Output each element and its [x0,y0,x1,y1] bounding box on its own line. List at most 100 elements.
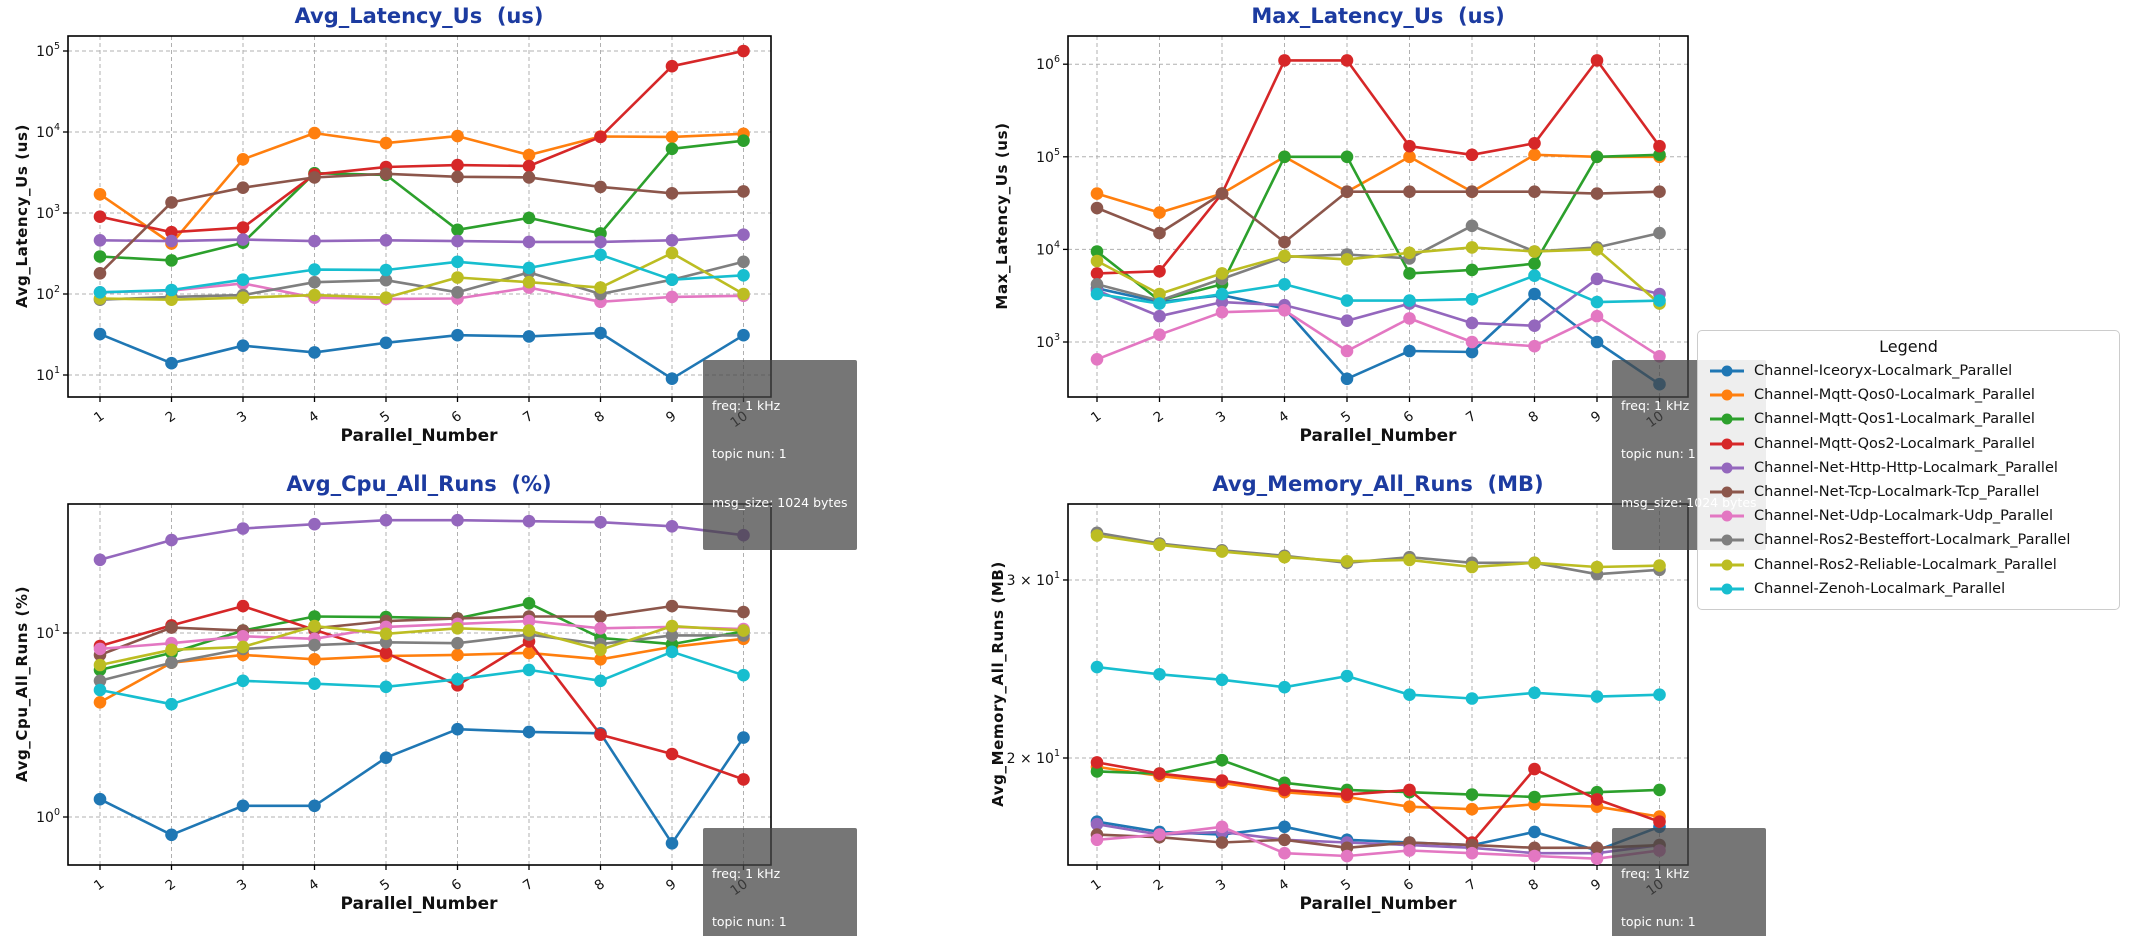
data-point [737,185,750,198]
x-tick-label: 2 [163,876,179,894]
data-point [93,658,107,672]
series-markers-Channel-Net-Tcp-Localmark-Tcp_Parallel [1090,185,1666,249]
legend-marker-icon [1710,510,1744,522]
data-point [1528,556,1541,570]
legend-label: Channel-Mqtt-Qos0-Localmark_Parallel [1754,387,2035,404]
series-line-Channel-Mqtt-Qos2-Localmark_Parallel [1096,59,1661,275]
legend-title: Legend [1879,337,1938,356]
data-point [93,234,107,247]
series-markers-Channel-Mqtt-Qos1-Localmark_Parallel [1090,148,1666,307]
data-point [236,799,250,813]
legend-label: Channel-Ros2-Reliable-Localmark_Parallel [1754,556,2057,573]
data-point [308,126,321,140]
y-tick-label: 106 [1036,54,1060,73]
x-tick-label: 3 [1213,876,1229,894]
data-point [1153,287,1166,301]
plot-frame [67,503,772,866]
y-tick-label: 104 [36,122,60,141]
series-line-Channel-Mqtt-Qos0-Localmark_Parallel [99,131,744,245]
data-point [165,697,178,711]
data-point [93,642,107,656]
series-markers-Channel-Iceoryx-Localmark_Parallel [1090,282,1666,391]
data-point [1340,788,1354,801]
data-point [522,211,536,225]
x-tick-label: 1 [91,876,107,894]
data-point [1340,669,1354,683]
series-markers-Channel-Net-Tcp-Localmark-Tcp_Parallel [93,167,750,280]
data-point [1590,309,1604,323]
data-point [1528,269,1541,283]
data-point [1278,783,1291,797]
series-markers-Channel-Ros2-Reliable-Localmark_Parallel [1090,529,1666,574]
series-markers-Channel-Net-Http-Http-Localmark_Parallel [93,228,750,249]
data-point [522,597,536,610]
data-point [1465,292,1479,306]
data-point [1215,545,1229,558]
data-point [522,330,536,343]
data-point [1465,185,1479,198]
data-point [93,792,107,806]
data-point [1340,54,1354,67]
data-point [451,636,464,650]
legend-label: Channel-Mqtt-Qos2-Localmark_Parallel [1754,435,2035,452]
data-point [451,255,464,269]
data-point [1340,294,1354,307]
data-point [1215,753,1229,767]
data-point [594,515,607,529]
data-point [594,130,607,144]
x-axis-label-avg-latency: Parallel_Number [340,426,498,446]
x-tick-label: 6 [449,408,465,426]
y-axis-label-avg-latency: Avg_Latency_Us (us) [13,123,31,309]
series-line-Channel-Mqtt-Qos0-Localmark_Parallel [99,637,744,704]
legend-label: Channel-Iceoryx-Localmark_Parallel [1754,363,2013,380]
annotation-box-avg-latency: freq: 1 kHz topic nun: 1 msg_size: 1024 … [703,360,857,550]
data-point [1590,841,1604,855]
data-point [1465,692,1479,705]
data-point [93,327,107,341]
data-point [236,599,250,613]
data-point [1590,187,1604,200]
data-point [1215,267,1229,280]
series-markers-Channel-Net-Udp-Localmark-Udp_Parallel [1090,304,1666,366]
data-point [379,627,393,641]
series-line-Channel-Net-Udp-Localmark-Udp_Parallel [99,619,744,651]
data-point [1403,267,1416,280]
data-point [1278,235,1291,249]
data-point [451,158,464,172]
series-line-Channel-Ros2-Besteffort-Localmark_Parallel [99,633,744,683]
data-point [1278,820,1291,834]
data-point [1465,560,1479,574]
x-tick-label: 9 [1588,876,1604,894]
data-point [594,326,607,340]
chart-avg-cpu: 12345678910100101 [36,503,772,899]
x-axis-label-avg-memory: Parallel_Number [1299,894,1457,914]
data-point [737,773,750,786]
series-line-Channel-Net-Udp-Localmark-Udp_Parallel [1096,309,1661,361]
y-tick-label: 102 [36,284,60,303]
data-point [522,275,536,289]
legend-label: Channel-Mqtt-Qos1-Localmark_Parallel [1754,411,2035,428]
data-point [1278,833,1291,847]
legend-marker-icon [1710,413,1744,425]
series-markers-Channel-Net-Udp-Localmark-Udp_Parallel [93,277,750,309]
data-point [1528,148,1541,162]
data-point [1215,287,1229,301]
series-line-Channel-Zenoh-Localmark_Parallel [99,253,744,294]
data-point [1215,673,1229,687]
data-point [1278,54,1291,67]
x-axis-label-avg-cpu: Parallel_Number [340,894,498,914]
data-point [1653,185,1666,198]
data-point [1528,319,1541,333]
data-point [665,59,679,73]
data-point [1090,529,1104,542]
data-point [1590,852,1604,865]
data-point [1153,828,1166,841]
data-point [737,255,750,269]
annotation-line-topic: topic nun: 1 [712,446,787,462]
series-line-Channel-Net-Udp-Localmark-Udp_Parallel [1096,825,1660,860]
x-axis-label-max-latency: Parallel_Number [1299,426,1457,446]
data-point [594,674,607,688]
chart-max-latency: 12345678910103104105106 [1036,35,1689,431]
data-point [1090,660,1104,674]
series-line-Channel-Iceoryx-Localmark_Parallel [99,727,745,845]
